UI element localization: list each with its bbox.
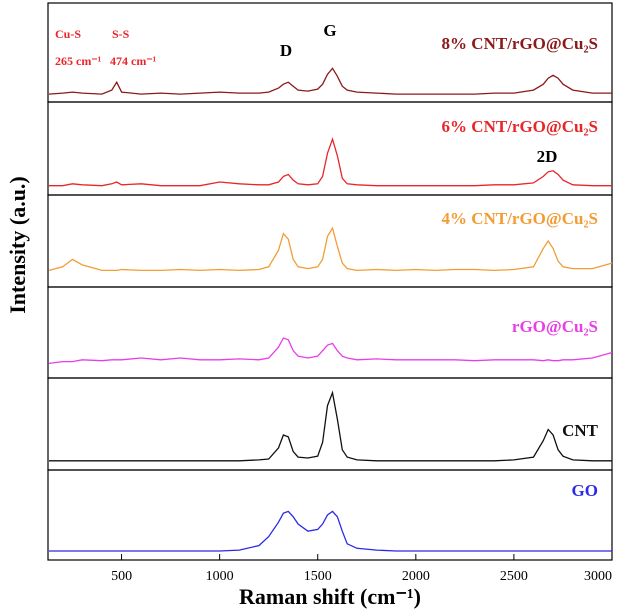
x-tick-label: 2000 [402,569,430,584]
panel-frame [47,469,613,561]
series-label: GO [572,481,598,500]
x-tick-label: 3000 [584,569,612,584]
annotation: 2D [537,147,558,166]
spectrum-line [48,226,613,272]
y-axis-label: Intensity (a.u.) [5,176,30,314]
series-label: CNT [562,421,599,440]
spectrum-line [49,510,612,552]
series-label: rGO@Cu₂S [512,317,598,336]
spectrum-line [48,67,612,95]
panel-frame [47,377,613,471]
x-axis-label: Raman shift (cm⁻¹) [239,584,421,609]
x-tick-label: 1500 [304,569,332,584]
x-tick-label: 500 [111,569,132,584]
x-tick-label: 2500 [500,569,528,584]
series-label: 6% CNT/rGO@Cu₂S [442,117,598,136]
series-label: 4% CNT/rGO@Cu₂S [442,209,598,228]
annotation: S-S [112,27,130,41]
spectrum-line [49,137,612,187]
annotation: 265 cm⁻¹ [55,54,102,68]
x-tick-label: 1000 [206,569,234,584]
spectrum-line [49,390,612,462]
annotation: D [280,41,292,60]
annotation: G [323,21,336,40]
spectrum-line [48,337,613,365]
series-label: 8% CNT/rGO@Cu₂S [442,34,598,53]
annotation: 474 cm⁻¹ [110,54,157,68]
annotation: Cu-S [55,27,81,41]
